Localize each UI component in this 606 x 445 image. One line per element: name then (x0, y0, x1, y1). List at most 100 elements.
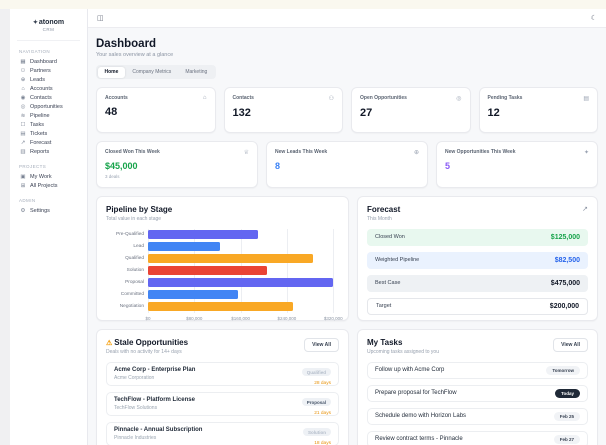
stat-note: 3 deals (105, 174, 120, 179)
grid-icon: ⊞ (20, 182, 26, 189)
sidebar-item-label: Partners (30, 67, 51, 74)
building-icon: ⌂ (202, 95, 207, 101)
forecast-row-target: Target $200,000 (367, 297, 588, 315)
week-card-new-leads-this-week: New Leads This Week ⊕ 8 (266, 141, 428, 188)
sidebar-item-label: All Projects (30, 182, 58, 189)
chart-row: Qualified (125, 253, 339, 265)
sidebar-item-leads[interactable]: ⊕ Leads (17, 75, 80, 84)
target-icon: ◎ (456, 96, 462, 102)
sidebar-item-accounts[interactable]: ⌂ Accounts (17, 84, 80, 93)
sidebar-item-all-projects[interactable]: ⊞ All Projects (17, 181, 80, 190)
task-due-badge: Tomorrow (546, 365, 580, 375)
page-title: Dashboard (96, 38, 157, 50)
stat-label: New Leads This Week (275, 149, 328, 155)
pipeline-bar-chart: Pre-Qualified Lead Qualified Solution Propos… (106, 228, 343, 323)
forecast-row-weighted-pipeline: Weighted Pipeline $82,500 (367, 251, 588, 269)
my-tasks-card: My Tasks Upcoming tasks assigned to you … (357, 329, 598, 445)
gear-icon: ⚙ (20, 207, 26, 214)
sidebar-item-pipeline[interactable]: ≋ Pipeline (17, 111, 80, 120)
chart-bar-pre-qualified (148, 229, 258, 240)
tab-home[interactable]: Home (97, 66, 126, 78)
trend-icon: ↗ (20, 139, 26, 146)
chart-category-label: Committed (120, 292, 144, 297)
chart-bar-committed (148, 289, 238, 300)
chart-bar-negotiation (148, 301, 293, 312)
dashboard-content: Dashboard Your sales overview at a glanc… (88, 28, 606, 445)
task-item[interactable]: Schedule demo with Horizon Labs Feb 25 (367, 407, 588, 425)
stat-value: 132 (232, 107, 251, 119)
sidebar-item-label: Opportunities (30, 103, 63, 110)
tab-company-metrics[interactable]: Company Metrics (132, 69, 172, 75)
sidebar-item-label: My Work (30, 173, 52, 180)
logo-subtitle: CRM (42, 27, 55, 32)
task-item[interactable]: Review contract terms - Pinnacle Feb 27 (367, 430, 588, 445)
sidebar-item-label: Pipeline (30, 112, 50, 119)
stale-opportunity-item[interactable]: Acme Corp - Enterprise Plan Acme Corporat… (106, 361, 339, 386)
chart-gridline (333, 228, 335, 313)
theme-toggle-icon[interactable]: ☾ (590, 15, 597, 22)
chart-category-label: Lead (133, 244, 144, 249)
briefcase-icon: ▣ (20, 173, 26, 180)
sidebar-item-dashboard[interactable]: ▦ Dashboard (17, 57, 80, 66)
opportunity-company: TechFlow Solutions (114, 404, 158, 411)
charts-row: Pipeline by Stage Total value in each st… (96, 196, 598, 321)
sidebar-item-label: Dashboard (30, 58, 57, 65)
stat-value: 12 (487, 107, 500, 119)
opportunity-name: Pinnacle - Annual Subscription (114, 426, 203, 433)
logo-text: atonom (38, 19, 65, 26)
stat-card-open-opportunities: Open Opportunities ◎ 27 (351, 87, 471, 133)
stat-value: 48 (105, 106, 118, 118)
forecast-row-value: $475,000 (550, 279, 580, 287)
weekly-stats-row: Closed Won This Week ♕ $45,000 3 deals New L… (96, 141, 598, 188)
chart-bar-proposal (148, 277, 334, 288)
clipboard-icon: ▤ (583, 96, 589, 102)
sidebar-section-label: Projects (19, 164, 47, 169)
forecast-row-value: $82,500 (554, 256, 580, 264)
sidebar-item-label: Tasks (30, 121, 45, 128)
contacts-icon: ◉ (20, 94, 26, 101)
leads-icon: ⊕ (20, 76, 26, 83)
trophy-icon: ♕ (243, 150, 249, 156)
left-gutter (0, 9, 10, 445)
stat-value: 27 (360, 107, 373, 119)
tasks-view-all-button[interactable]: View All (553, 338, 588, 352)
stale-opportunity-item[interactable]: Pinnacle - Annual Subscription Pinnacle I… (106, 421, 339, 445)
sidebar-item-partners[interactable]: ⚇ Partners (17, 66, 80, 75)
stale-opportunities-card: ⚠ Stale Opportunities Deals with no activ… (96, 329, 349, 445)
chart-row: Proposal (125, 277, 339, 289)
chart-row: Negotiation (120, 301, 339, 313)
stale-age: 18 days (314, 441, 331, 445)
sidebar-item-tickets[interactable]: ▤ Tickets (17, 129, 80, 138)
sidebar-item-settings[interactable]: ⚙ Settings (17, 206, 80, 215)
stale-opportunities-list: Acme Corp - Enterprise Plan Acme Corporat… (106, 361, 339, 445)
stat-label: Open Opportunities (360, 95, 407, 101)
task-item[interactable]: Prepare proposal for TechFlow Today (367, 384, 588, 402)
ticket-icon: ▤ (20, 130, 26, 137)
pipeline-chart-subtitle: Total value in each stage (106, 215, 162, 222)
task-item[interactable]: Follow up with Acme Corp Tomorrow (367, 361, 588, 379)
tab-marketing[interactable]: Marketing (185, 69, 208, 75)
stage-badge: Solution (303, 428, 331, 437)
stale-view-all-button[interactable]: View All (304, 338, 339, 352)
forecast-row-best-case: Best Case $475,000 (367, 274, 588, 292)
forecast-row-closed-won: Closed Won $125,000 (367, 228, 588, 246)
stat-label: Closed Won This Week (105, 149, 160, 155)
chart-gridline (286, 228, 288, 313)
sidebar-item-reports[interactable]: ▥ Reports (17, 147, 80, 156)
stale-opportunity-item[interactable]: TechFlow - Platform License TechFlow Solu… (106, 391, 339, 416)
sidebar-toggle-icon[interactable]: ◫ (97, 15, 104, 22)
chart-category-label: Qualified (125, 256, 144, 261)
chart-x-tick-label: $0 (145, 315, 151, 321)
sidebar-item-forecast[interactable]: ↗ Forecast (17, 138, 80, 147)
stats-row: Accounts ⌂ 48 Contacts ⚇ 132 Open Opportunitie… (96, 87, 598, 133)
chart-x-tick-label: $160,000 (231, 315, 250, 321)
dashboard-icon: ▦ (20, 58, 26, 65)
sidebar-item-opportunities[interactable]: ◎ Opportunities (17, 102, 80, 111)
sidebar-item-contacts[interactable]: ◉ Contacts (17, 93, 80, 102)
sidebar-item-my-work[interactable]: ▣ My Work (17, 172, 80, 181)
opportunity-name: Acme Corp - Enterprise Plan (114, 366, 196, 373)
sidebar-item-tasks[interactable]: ☐ Tasks (17, 120, 80, 129)
chart-category-label: Solution (126, 268, 144, 273)
task-due-badge: Feb 25 (553, 411, 580, 421)
stale-title: Stale Opportunities (114, 338, 189, 347)
